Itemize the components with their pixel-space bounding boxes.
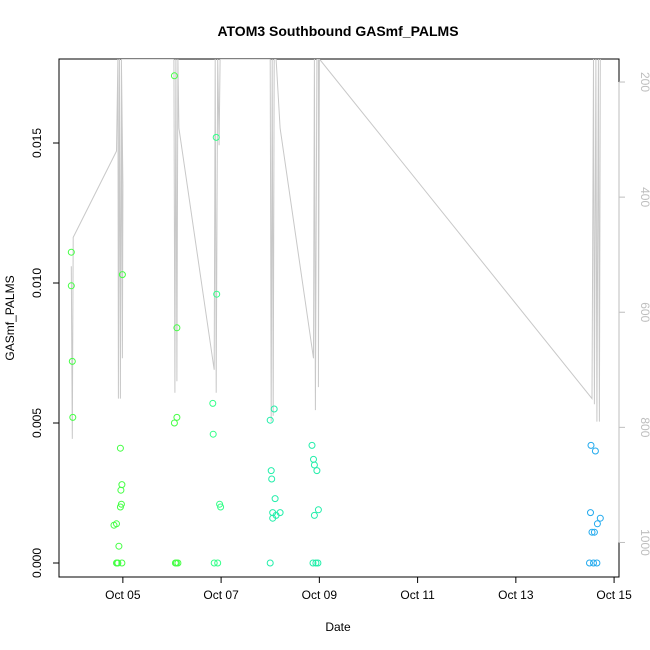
data-point bbox=[67, 282, 75, 290]
data-point bbox=[588, 528, 596, 536]
data-point bbox=[214, 559, 222, 567]
data-point bbox=[118, 559, 126, 567]
data-point bbox=[587, 509, 594, 517]
data-point bbox=[266, 559, 274, 567]
data-point bbox=[312, 559, 320, 567]
y2-tick-label: 1000 bbox=[638, 529, 650, 556]
data-point bbox=[114, 559, 122, 567]
data-point bbox=[113, 520, 120, 528]
y-axis: 0.000 0.005 0.010 0.015 bbox=[30, 128, 59, 578]
y-tick-label: 0.015 bbox=[30, 128, 44, 158]
y-tick-label: 0.005 bbox=[30, 408, 44, 438]
pressure-line-layer bbox=[70, 59, 601, 439]
data-point bbox=[309, 559, 317, 567]
data-point bbox=[266, 416, 274, 424]
data-point bbox=[117, 486, 125, 494]
x-tick-label: Oct 11 bbox=[400, 588, 435, 602]
data-point bbox=[587, 441, 595, 449]
data-point bbox=[314, 559, 322, 567]
data-point bbox=[118, 481, 126, 489]
data-point bbox=[118, 271, 126, 279]
data-point bbox=[586, 559, 593, 567]
points-layer bbox=[67, 72, 604, 567]
data-point bbox=[267, 467, 275, 475]
data-point bbox=[593, 559, 601, 567]
pressure-line bbox=[70, 59, 601, 439]
x-tick-label: Oct 09 bbox=[302, 588, 338, 602]
x-axis-label: Date bbox=[325, 620, 351, 634]
data-point bbox=[596, 514, 604, 522]
data-point bbox=[310, 511, 318, 519]
data-point bbox=[213, 290, 221, 298]
data-point bbox=[210, 559, 218, 567]
data-point bbox=[590, 528, 598, 536]
x-tick-label: Oct 05 bbox=[105, 588, 141, 602]
data-point bbox=[170, 72, 178, 80]
y2-tick-label: 600 bbox=[638, 302, 650, 322]
data-point bbox=[67, 248, 75, 256]
y-axis-label: GASmf_PALMS bbox=[3, 275, 17, 360]
data-point bbox=[310, 461, 318, 469]
data-point bbox=[276, 509, 284, 517]
data-point bbox=[116, 444, 124, 452]
data-point bbox=[117, 500, 125, 508]
data-point bbox=[174, 559, 182, 567]
data-point bbox=[593, 520, 601, 528]
data-point bbox=[591, 447, 599, 455]
data-point bbox=[115, 542, 123, 550]
data-point bbox=[271, 495, 279, 503]
data-point bbox=[173, 324, 181, 332]
x-axis: Oct 05 Oct 07 Oct 09 Oct 11 Oct 13 Oct 15 bbox=[105, 577, 632, 602]
data-point bbox=[270, 405, 278, 413]
data-point bbox=[217, 503, 225, 511]
data-point bbox=[212, 133, 220, 141]
data-point bbox=[313, 467, 321, 475]
data-point bbox=[308, 441, 316, 449]
data-point bbox=[209, 399, 217, 407]
data-point bbox=[590, 559, 597, 567]
y-tick-label: 0.010 bbox=[30, 268, 44, 298]
data-point bbox=[173, 413, 181, 421]
x-tick-label: Oct 07 bbox=[203, 588, 239, 602]
data-point bbox=[69, 413, 77, 421]
y2-tick-label: 400 bbox=[638, 187, 650, 207]
data-point bbox=[209, 430, 217, 438]
x-tick-label: Oct 15 bbox=[596, 588, 632, 602]
data-point bbox=[170, 419, 178, 427]
data-point bbox=[314, 506, 322, 514]
data-point bbox=[310, 455, 317, 463]
y2-axis: 200 400 600 800 1000 bbox=[618, 72, 650, 556]
plot-frame bbox=[58, 58, 620, 578]
data-point bbox=[68, 357, 76, 365]
y-tick-label: 0.000 bbox=[30, 548, 44, 578]
y2-tick-label: 200 bbox=[638, 72, 650, 92]
y2-tick-label: 800 bbox=[638, 417, 650, 437]
chart-title: ATOM3 Southbound GASmf_PALMS bbox=[217, 23, 458, 39]
data-point bbox=[268, 475, 276, 483]
x-tick-label: Oct 13 bbox=[498, 588, 534, 602]
